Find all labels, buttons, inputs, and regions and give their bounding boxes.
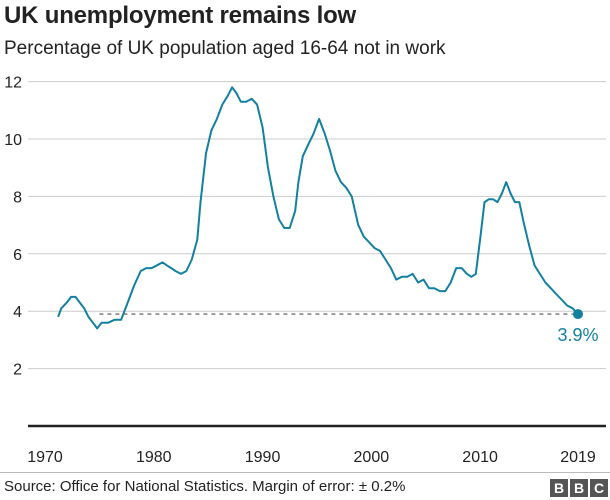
chart-subtitle: Percentage of UK population aged 16-64 n… [4, 38, 446, 59]
source-note: Source: Office for National Statistics. … [4, 478, 406, 495]
x-tick-label: 2019 [560, 449, 596, 466]
x-axis-labels: 1970 1980 1990 2000 2010 2019 [27, 449, 596, 466]
y-tick-label: 8 [13, 189, 22, 206]
end-point-marker [573, 309, 583, 320]
unemployment-line [57, 86, 579, 330]
bbc-logo-letter: C [590, 479, 608, 497]
line-chart: 2 4 6 8 10 12 1970 1980 1990 2000 2010 2019 3.9% [4, 75, 606, 466]
bbc-logo-letter: B [550, 479, 568, 497]
y-tick-label: 12 [4, 75, 22, 92]
y-tick-label: 10 [4, 132, 22, 149]
y-tick-label: 6 [13, 247, 22, 264]
y-axis-labels: 2 4 6 8 10 12 [4, 75, 22, 379]
y-tick-label: 4 [13, 304, 22, 321]
x-tick-label: 1970 [27, 449, 63, 466]
gridlines [28, 81, 606, 370]
chart-title: UK unemployment remains low [4, 2, 356, 29]
x-tick-label: 2010 [462, 449, 498, 466]
x-tick-label: 1990 [245, 449, 281, 466]
bbc-logo: B B C [550, 479, 608, 497]
bbc-logo-letter: B [570, 479, 588, 497]
end-value-label: 3.9% [557, 325, 598, 345]
footer-divider [0, 472, 610, 473]
x-tick-label: 1980 [136, 449, 172, 466]
y-tick-label: 2 [13, 362, 22, 379]
x-tick-label: 2000 [354, 449, 390, 466]
